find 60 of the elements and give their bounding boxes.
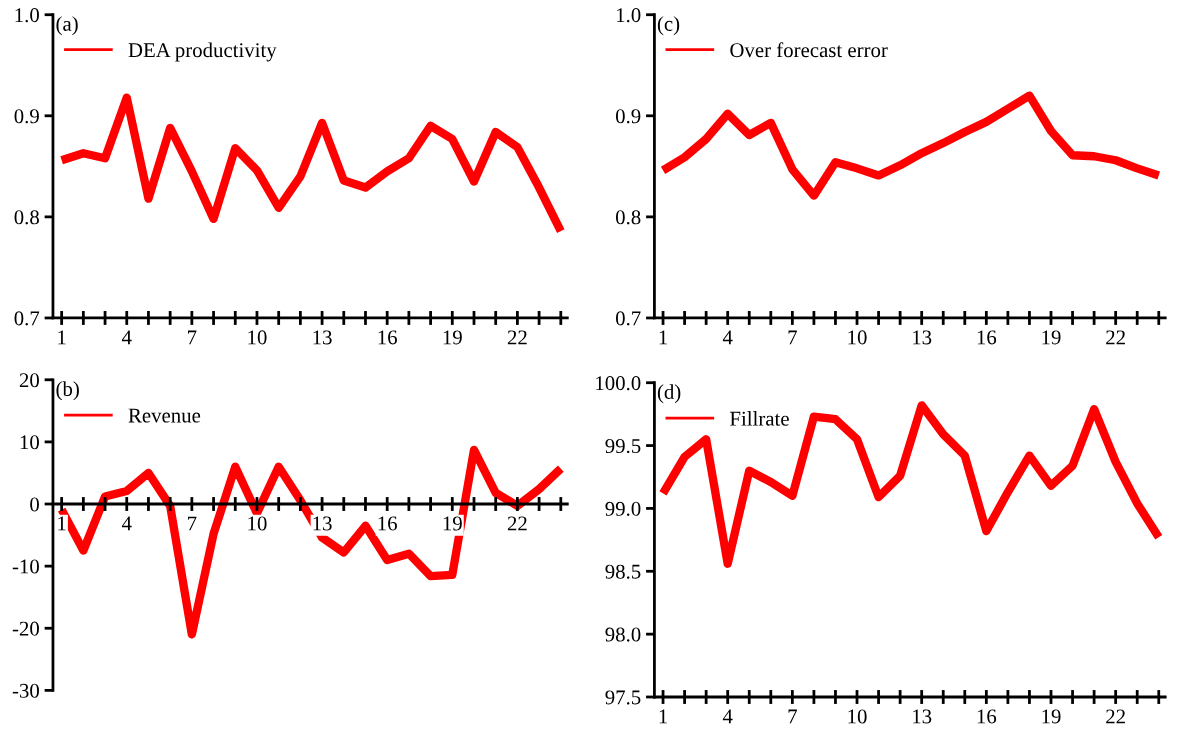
x-tick-label: 16 (977, 330, 997, 345)
x-tick-label: 16 (378, 330, 397, 345)
y-tick-label: 1.0 (15, 8, 39, 23)
x-tick-label: 4 (722, 330, 733, 345)
y-tick-label: 0.9 (615, 109, 641, 124)
annotation: (b) (56, 381, 79, 401)
y-tick-label: 0.7 (615, 311, 641, 326)
x-tick-label: 10 (248, 330, 267, 345)
x-tick-label: 22 (1106, 330, 1125, 345)
x-tick-label: 1 (58, 330, 66, 345)
y-tick-label: 99.0 (605, 501, 641, 516)
x-tick-label: 7 (788, 330, 797, 345)
annotation: (c) (657, 16, 680, 36)
x-tick-label: 7 (188, 516, 197, 531)
x-tick-label: 1 (58, 516, 66, 531)
x-tick-label: 4 (121, 330, 132, 345)
x-tick-label: 13 (313, 330, 332, 345)
y-tick-label: 97.5 (605, 690, 641, 705)
y-tick-label: 0.8 (615, 210, 641, 225)
x-tick-label: 10 (848, 330, 867, 345)
y-tick-label: 99.5 (605, 439, 641, 454)
x-tick-label: 22 (1106, 709, 1125, 724)
x-tick-label: 7 (188, 330, 197, 345)
y-tick-label: 20 (19, 373, 39, 388)
x-tick-label: 1 (659, 330, 667, 345)
y-tick-label: 0.7 (14, 311, 40, 326)
y-tick-label: 0.9 (14, 109, 39, 124)
y-tick-label: 0 (30, 497, 39, 512)
y-tick-label: -30 (12, 683, 39, 698)
y-tick-label: -20 (12, 621, 39, 636)
x-tick-label: 13 (913, 330, 932, 345)
x-tick-label: 22 (507, 516, 527, 531)
x-tick-label: 19 (1042, 330, 1061, 345)
annotation: (a) (56, 16, 78, 36)
legend-label: Fillrate (730, 411, 789, 426)
x-tick-label: 13 (913, 709, 932, 724)
x-tick-label: 4 (121, 516, 132, 531)
legend-label: Revenue (128, 408, 201, 423)
y-tick-label: 0.8 (14, 210, 39, 225)
x-tick-label: 13 (313, 516, 332, 531)
legend-label: Over forecast error (730, 42, 888, 58)
x-tick-label: 4 (722, 709, 733, 724)
x-tick-label: 19 (443, 330, 462, 345)
x-tick-label: 19 (443, 516, 462, 531)
y-tick-label: 98.0 (605, 627, 641, 642)
y-tick-label: -10 (12, 559, 39, 574)
y-tick-label: 1.0 (617, 8, 641, 23)
y-tick-label: 100.0 (596, 376, 641, 391)
legend-label: DEA productivity (128, 42, 277, 62)
y-tick-label: 10 (20, 435, 39, 450)
x-tick-label: 1 (659, 709, 667, 724)
x-tick-label: 10 (848, 709, 867, 724)
x-tick-label: 16 (977, 709, 997, 724)
x-tick-label: 16 (378, 516, 397, 531)
x-tick-label: 22 (507, 330, 527, 345)
x-tick-label: 19 (1042, 709, 1061, 724)
annotation: (d) (657, 384, 681, 404)
x-tick-label: 7 (788, 709, 797, 724)
y-tick-label: 98.5 (605, 564, 641, 579)
x-tick-label: 10 (248, 516, 267, 531)
